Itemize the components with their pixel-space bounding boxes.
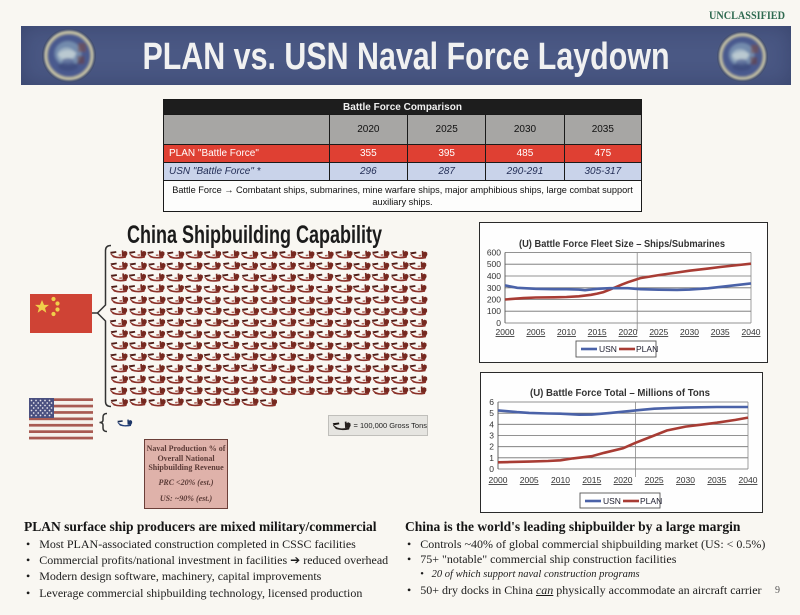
svg-text:0: 0 <box>489 464 494 474</box>
svg-text:1: 1 <box>489 453 494 463</box>
svg-text:4: 4 <box>489 419 494 429</box>
svg-text:2020: 2020 <box>614 475 633 485</box>
svg-text:(U) Battle Force Total – Milli: (U) Battle Force Total – Millions of Ton… <box>530 387 710 399</box>
svg-text:2015: 2015 <box>582 475 601 485</box>
svg-text:200: 200 <box>487 295 501 305</box>
svg-text:2040: 2040 <box>742 327 761 337</box>
svg-text:PLAN: PLAN <box>640 496 662 506</box>
svg-text:USN: USN <box>603 496 621 506</box>
svg-text:2015: 2015 <box>588 327 607 337</box>
svg-text:2005: 2005 <box>526 327 545 337</box>
svg-text:400: 400 <box>487 271 501 281</box>
svg-text:300: 300 <box>487 283 501 293</box>
svg-text:2005: 2005 <box>520 475 539 485</box>
svg-text:(U) Battle Force Fleet Size –: (U) Battle Force Fleet Size – Ships/Subm… <box>519 238 725 250</box>
svg-text:6: 6 <box>489 397 494 407</box>
svg-text:100: 100 <box>487 306 501 316</box>
svg-text:2030: 2030 <box>676 475 695 485</box>
svg-text:2025: 2025 <box>649 327 668 337</box>
svg-text:5: 5 <box>489 408 494 418</box>
svg-text:2020: 2020 <box>619 327 638 337</box>
svg-text:500: 500 <box>487 259 501 269</box>
svg-text:2030: 2030 <box>680 327 699 337</box>
svg-text:2010: 2010 <box>557 327 576 337</box>
svg-text:3: 3 <box>489 431 494 441</box>
svg-text:2035: 2035 <box>711 327 730 337</box>
svg-text:USN: USN <box>599 344 617 354</box>
svg-text:0: 0 <box>496 318 501 328</box>
svg-text:2000: 2000 <box>489 475 508 485</box>
svg-text:PLAN: PLAN <box>636 344 658 354</box>
svg-text:2: 2 <box>489 442 494 452</box>
svg-text:2000: 2000 <box>496 327 515 337</box>
svg-text:2035: 2035 <box>707 475 726 485</box>
svg-text:2040: 2040 <box>739 475 758 485</box>
svg-text:600: 600 <box>487 248 501 258</box>
svg-text:2010: 2010 <box>551 475 570 485</box>
svg-text:2025: 2025 <box>645 475 664 485</box>
